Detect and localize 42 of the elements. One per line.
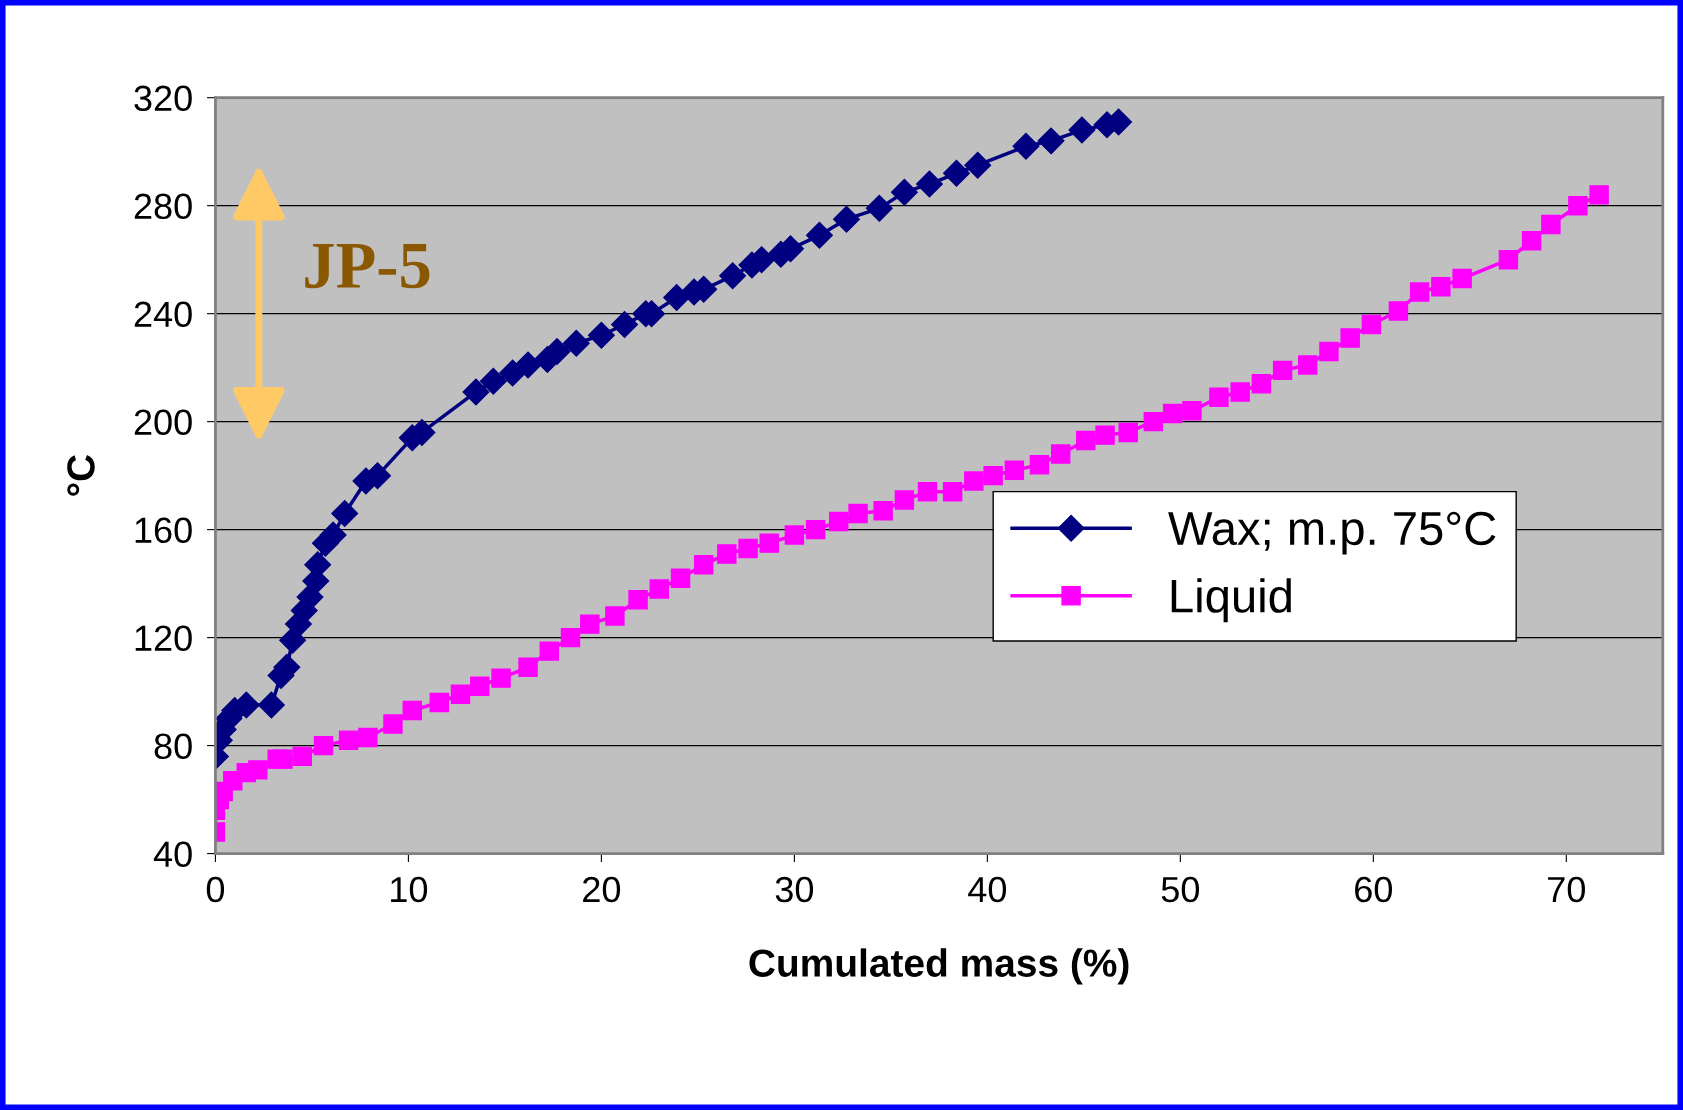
x-tick-label: 30 <box>775 876 814 903</box>
x-tick-label: 50 <box>1161 876 1200 903</box>
legend-label: Wax; m.p. 75°C <box>1168 511 1496 555</box>
x-tick-label: 10 <box>391 876 428 903</box>
point <box>833 205 860 233</box>
point <box>319 521 347 549</box>
point <box>331 499 359 527</box>
y-tick-label: 240 <box>134 301 192 328</box>
y-tick-label: 40 <box>153 841 192 868</box>
x-tick-label: 0 <box>206 876 225 903</box>
y-tick-label: 160 <box>135 517 192 544</box>
point <box>562 329 590 357</box>
point <box>916 170 943 198</box>
point <box>1037 127 1065 155</box>
point <box>890 178 918 206</box>
point <box>462 378 490 406</box>
point <box>943 159 970 187</box>
point <box>479 367 507 395</box>
y-tick-label: 280 <box>134 193 192 220</box>
y-axis-title: °C <box>67 454 95 496</box>
point <box>514 351 542 379</box>
point <box>587 321 615 349</box>
point <box>257 691 285 719</box>
y-tick-label: 80 <box>154 733 192 760</box>
y-tick-label: 200 <box>134 409 192 436</box>
x-tick-label: 70 <box>1548 876 1585 903</box>
point <box>499 359 527 387</box>
point <box>806 221 833 249</box>
x-tick-label: 40 <box>968 876 1007 903</box>
point <box>865 194 893 222</box>
x-tick-label: 60 <box>1355 876 1392 903</box>
x-tick-label: 20 <box>583 876 621 903</box>
point <box>964 151 992 179</box>
point <box>719 262 747 290</box>
x-axis-title: Cumulated mass (%) <box>749 948 1129 985</box>
legend-label: Liquid <box>1171 578 1291 623</box>
y-tick-label: 120 <box>135 625 192 652</box>
y-tick-label: 320 <box>134 85 192 112</box>
point <box>1068 116 1096 144</box>
point <box>1012 132 1040 160</box>
annotation: JP-5 <box>305 243 430 289</box>
point <box>611 310 639 338</box>
